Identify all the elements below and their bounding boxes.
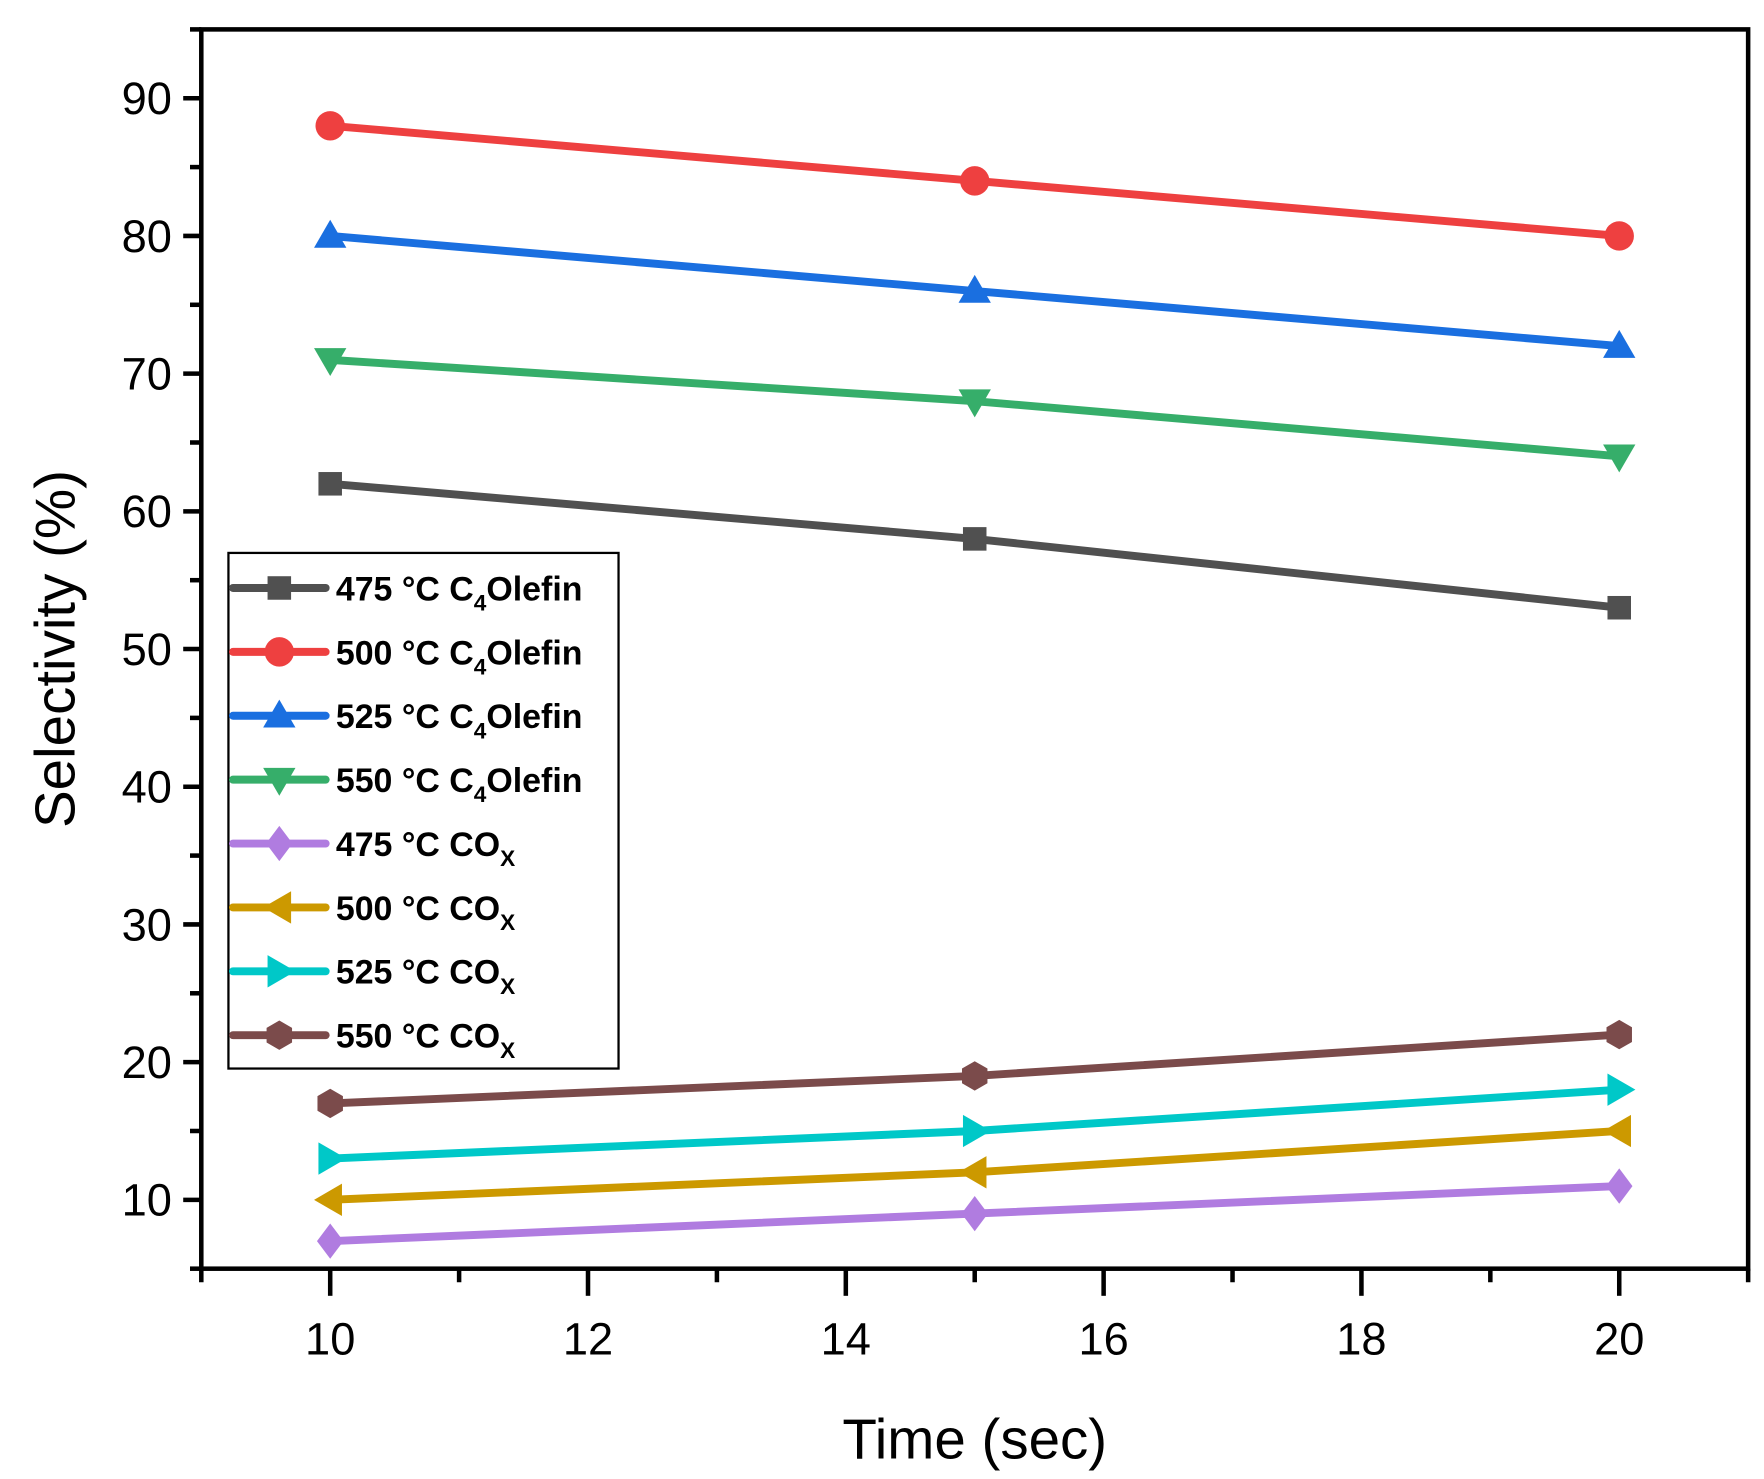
- marker-triangle-right: [962, 1114, 991, 1148]
- y-tick-label: 20: [122, 1037, 172, 1088]
- y-axis-title: Selectivity (%): [24, 470, 87, 828]
- series-1: [315, 111, 1634, 251]
- y-tick-label: 90: [122, 73, 172, 124]
- series-6: [318, 1073, 1636, 1175]
- legend-entry: 525 °C COX: [229, 954, 515, 999]
- marker-triangle-right: [1607, 1073, 1636, 1106]
- y-tick-label: 40: [122, 762, 172, 813]
- marker-diamond: [961, 1195, 988, 1232]
- legend-label: 500 °C COX: [336, 890, 515, 935]
- series-0: [318, 472, 1631, 620]
- marker-square: [318, 472, 342, 496]
- x-tick-label: 14: [821, 1314, 871, 1365]
- legend-entry: 550 °C C4Olefin: [229, 762, 583, 807]
- marker-diamond: [266, 825, 293, 862]
- y-tick-label: 80: [122, 211, 172, 262]
- marker-triangle-down: [958, 389, 991, 418]
- y-tick-label: 70: [122, 348, 172, 399]
- axes: 10 20 30 40 50 60 70 80 90 10 12 14 16 18 20: [122, 27, 1751, 1365]
- y-tick-label: 60: [122, 486, 172, 537]
- marker-triangle-left: [314, 1183, 342, 1217]
- marker-triangle-right: [267, 955, 296, 988]
- marker-circle: [960, 166, 990, 196]
- x-tick-label: 16: [1078, 1314, 1128, 1365]
- legend-label: 500 °C C4Olefin: [336, 634, 583, 679]
- marker-hexagon: [317, 1088, 343, 1119]
- marker-triangle-up: [958, 274, 991, 303]
- plot-area: [314, 111, 1636, 1259]
- legend-entry: 525 °C C4Olefin: [229, 698, 583, 743]
- x-tick-label: 20: [1594, 1314, 1644, 1365]
- y-tick-label: 30: [122, 899, 172, 950]
- marker-diamond: [1606, 1168, 1633, 1204]
- series-7: [317, 1019, 1632, 1119]
- x-tick-label: 18: [1336, 1314, 1386, 1365]
- series-5: [314, 1114, 1631, 1217]
- marker-square: [962, 527, 987, 551]
- series-2: [314, 219, 1636, 358]
- legend-entry: 475 °C COX: [229, 825, 515, 871]
- y-tick-label: 10: [122, 1175, 172, 1226]
- legend-label: 550 °C COX: [336, 1018, 515, 1063]
- legend-box: [227, 551, 620, 1070]
- marker-hexagon: [961, 1061, 988, 1091]
- marker-triangle-up: [263, 699, 296, 728]
- marker-triangle-left: [1603, 1114, 1631, 1148]
- y-tick-label: 50: [122, 624, 172, 675]
- marker-diamond: [316, 1223, 344, 1259]
- marker-hexagon: [1606, 1019, 1632, 1050]
- marker-hexagon: [266, 1020, 293, 1050]
- marker-triangle-up: [314, 219, 347, 248]
- marker-circle: [1604, 221, 1634, 251]
- legend-label: 475 °C COX: [336, 826, 515, 871]
- marker-triangle-down: [1603, 444, 1636, 473]
- legend-entry: 475 °C C4Olefin: [229, 570, 583, 616]
- marker-triangle-down: [314, 348, 347, 377]
- legend-entry: 500 °C C4Olefin: [229, 634, 583, 679]
- marker-circle: [264, 637, 295, 667]
- legend-label: 550 °C C4Olefin: [336, 762, 583, 807]
- marker-triangle-left: [263, 891, 292, 924]
- x-axis-title: Time (sec): [842, 1408, 1107, 1471]
- marker-triangle-up: [1603, 329, 1636, 358]
- marker-triangle-down: [263, 767, 296, 796]
- marker-triangle-right: [318, 1142, 347, 1175]
- series-3: [314, 348, 1636, 473]
- marker-square: [267, 576, 292, 600]
- marker-circle: [315, 111, 345, 141]
- marker-triangle-left: [958, 1156, 987, 1189]
- x-tick-label: 10: [305, 1314, 355, 1365]
- legend-label: 525 °C C4Olefin: [336, 698, 583, 743]
- marker-square: [1607, 595, 1631, 620]
- series-4: [316, 1168, 1633, 1259]
- legend-entry: 500 °C COX: [229, 890, 515, 935]
- x-tick-label: 12: [563, 1314, 613, 1365]
- legend-entry: 550 °C COX: [229, 1018, 515, 1063]
- legend-label: 525 °C COX: [336, 954, 515, 999]
- legend: 475 °C C4Olefin 500 °C C4Olefin 525 °C C4O…: [227, 551, 620, 1070]
- legend-label: 475 °C C4Olefin: [336, 570, 583, 615]
